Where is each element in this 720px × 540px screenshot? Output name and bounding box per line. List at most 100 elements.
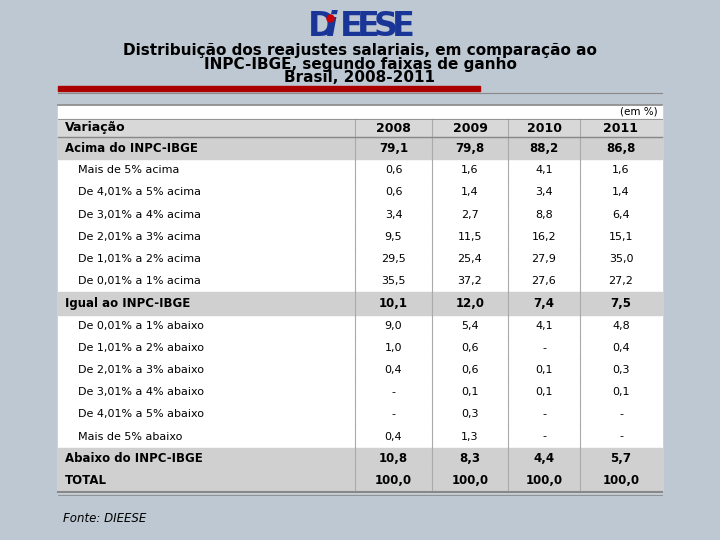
Text: 27,2: 27,2	[608, 276, 634, 286]
Text: Fonte: DIEESE: Fonte: DIEESE	[63, 511, 146, 524]
Text: i: i	[326, 10, 338, 44]
Text: 0,1: 0,1	[462, 387, 479, 397]
Text: 35,0: 35,0	[608, 254, 634, 264]
Bar	[58, 137, 662, 159]
Text: Abaixo do INPC-IBGE: Abaixo do INPC-IBGE	[65, 452, 203, 465]
Text: S: S	[374, 10, 398, 44]
Text: D: D	[308, 10, 336, 44]
Text: 3,4: 3,4	[384, 210, 402, 220]
Text: 100,0: 100,0	[603, 475, 639, 488]
Text: De 4,01% a 5% acima: De 4,01% a 5% acima	[78, 187, 201, 198]
Text: -: -	[542, 409, 546, 420]
Text: De 3,01% a 4% abaixo: De 3,01% a 4% abaixo	[78, 387, 204, 397]
Text: De 0,01% a 1% abaixo: De 0,01% a 1% abaixo	[78, 321, 204, 330]
Text: 86,8: 86,8	[606, 141, 636, 154]
Text: De 0,01% a 1% acima: De 0,01% a 1% acima	[78, 276, 201, 286]
Text: 15,1: 15,1	[608, 232, 634, 242]
Text: 10,8: 10,8	[379, 452, 408, 465]
Text: De 2,01% a 3% acima: De 2,01% a 3% acima	[78, 232, 201, 242]
Text: 3,4: 3,4	[535, 187, 553, 198]
Text: 4,1: 4,1	[535, 321, 553, 330]
Text: E: E	[392, 10, 415, 44]
Text: 10,1: 10,1	[379, 297, 408, 310]
Text: -: -	[619, 431, 623, 442]
Text: 1,4: 1,4	[612, 187, 630, 198]
Text: 27,9: 27,9	[531, 254, 557, 264]
Text: 1,6: 1,6	[462, 165, 479, 176]
Text: -: -	[542, 431, 546, 442]
Text: 29,5: 29,5	[381, 254, 406, 264]
Text: Variação: Variação	[65, 122, 125, 134]
Text: 0,3: 0,3	[612, 365, 630, 375]
Text: 7,5: 7,5	[611, 297, 631, 310]
Text: 0,4: 0,4	[384, 365, 402, 375]
Text: 0,1: 0,1	[535, 365, 553, 375]
Text: Distribuição dos reajustes salariais, em comparação ao: Distribuição dos reajustes salariais, em…	[123, 43, 597, 57]
Text: -: -	[392, 409, 395, 420]
Text: 0,6: 0,6	[384, 165, 402, 176]
Text: 6,4: 6,4	[612, 210, 630, 220]
Text: 5,4: 5,4	[462, 321, 479, 330]
Bar	[58, 292, 662, 314]
Text: 8,8: 8,8	[535, 210, 553, 220]
Text: 0,1: 0,1	[612, 387, 630, 397]
Text: 2011: 2011	[603, 122, 639, 134]
Text: 12,0: 12,0	[456, 297, 485, 310]
Bar	[58, 470, 662, 492]
Text: 4,1: 4,1	[535, 165, 553, 176]
Text: INPC-IBGE, segundo faixas de ganho: INPC-IBGE, segundo faixas de ganho	[204, 57, 516, 71]
Text: 9,0: 9,0	[384, 321, 402, 330]
Text: 79,1: 79,1	[379, 141, 408, 154]
Text: Igual ao INPC-IBGE: Igual ao INPC-IBGE	[65, 297, 190, 310]
Text: 11,5: 11,5	[458, 232, 482, 242]
Text: 5,7: 5,7	[611, 452, 631, 465]
Text: De 2,01% a 3% abaixo: De 2,01% a 3% abaixo	[78, 365, 204, 375]
Text: 7,4: 7,4	[534, 297, 554, 310]
Text: 27,6: 27,6	[531, 276, 557, 286]
Text: 100,0: 100,0	[451, 475, 489, 488]
Text: 35,5: 35,5	[382, 276, 406, 286]
Text: 1,0: 1,0	[384, 343, 402, 353]
Text: 0,3: 0,3	[462, 409, 479, 420]
Text: 2,7: 2,7	[461, 210, 479, 220]
Text: 0,6: 0,6	[462, 343, 479, 353]
Text: De 4,01% a 5% abaixo: De 4,01% a 5% abaixo	[78, 409, 204, 420]
Text: Mais de 5% acima: Mais de 5% acima	[78, 165, 179, 176]
Text: 9,5: 9,5	[384, 232, 402, 242]
Text: 88,2: 88,2	[529, 141, 559, 154]
Text: E: E	[340, 10, 363, 44]
Text: Brasil, 2008-2011: Brasil, 2008-2011	[284, 71, 436, 85]
Text: 0,6: 0,6	[462, 365, 479, 375]
Text: 25,4: 25,4	[458, 254, 482, 264]
Text: 1,3: 1,3	[462, 431, 479, 442]
Text: Mais de 5% abaixo: Mais de 5% abaixo	[78, 431, 182, 442]
Text: -: -	[619, 409, 623, 420]
Text: 37,2: 37,2	[458, 276, 482, 286]
Text: 4,4: 4,4	[534, 452, 554, 465]
Text: E: E	[357, 10, 380, 44]
Text: -: -	[392, 387, 395, 397]
Text: De 1,01% a 2% acima: De 1,01% a 2% acima	[78, 254, 201, 264]
Text: 100,0: 100,0	[526, 475, 562, 488]
Text: 0,4: 0,4	[384, 431, 402, 442]
Text: De 3,01% a 4% acima: De 3,01% a 4% acima	[78, 210, 201, 220]
Text: De 1,01% a 2% abaixo: De 1,01% a 2% abaixo	[78, 343, 204, 353]
Text: -: -	[542, 343, 546, 353]
Text: 100,0: 100,0	[375, 475, 412, 488]
Text: 0,4: 0,4	[612, 343, 630, 353]
Text: 8,3: 8,3	[459, 452, 480, 465]
Text: 2010: 2010	[526, 122, 562, 134]
Bar	[58, 448, 662, 470]
Text: 2008: 2008	[376, 122, 411, 134]
Text: (em %): (em %)	[621, 107, 658, 117]
Text: 16,2: 16,2	[531, 232, 557, 242]
Text: Acima do INPC-IBGE: Acima do INPC-IBGE	[65, 141, 198, 154]
Bar	[58, 105, 662, 492]
Text: 1,4: 1,4	[462, 187, 479, 198]
Text: 0,1: 0,1	[535, 387, 553, 397]
Bar	[58, 119, 662, 137]
Text: 2009: 2009	[453, 122, 487, 134]
Bar	[58, 86, 480, 91]
Text: 0,6: 0,6	[384, 187, 402, 198]
Text: 79,8: 79,8	[455, 141, 485, 154]
